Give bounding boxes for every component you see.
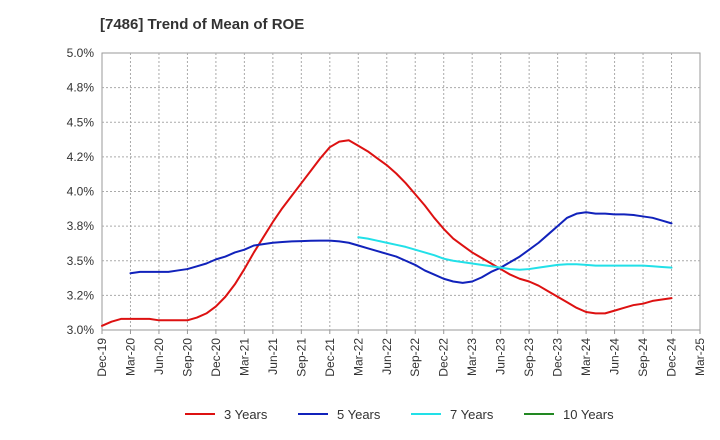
- x-tick-label: Jun-23: [494, 338, 508, 375]
- x-tick-label: Dec-20: [209, 338, 223, 377]
- x-tick-label: Jun-21: [266, 338, 280, 375]
- y-tick-label: 4.8%: [67, 81, 95, 95]
- x-tick-label: Dec-23: [551, 338, 565, 377]
- x-tick-label: Mar-23: [465, 338, 479, 376]
- x-tick-label: Sep-22: [408, 338, 422, 377]
- y-tick-label: 5.0%: [67, 46, 95, 60]
- legend-label: 7 Years: [450, 407, 494, 422]
- x-tick-label: Mar-20: [123, 338, 137, 376]
- y-tick-label: 4.0%: [67, 185, 95, 199]
- x-tick-label: Sep-20: [180, 338, 194, 377]
- x-tick-label: Jun-20: [152, 338, 166, 375]
- y-tick-label: 3.5%: [67, 254, 95, 268]
- legend-label: 10 Years: [563, 407, 614, 422]
- series-line-2: [129, 211, 673, 284]
- legend-label: 5 Years: [337, 407, 381, 422]
- legend-label: 3 Years: [224, 407, 268, 422]
- x-tick-label: Dec-24: [665, 338, 679, 377]
- y-axis: 3.0% 3.2% 3.5% 3.8% 4.0% 4.2% 4.5% 4.8% 5.0%: [67, 46, 95, 337]
- x-tick-label: Sep-21: [294, 338, 308, 377]
- x-tick-label: Dec-19: [95, 338, 109, 377]
- x-tick-label: Dec-21: [323, 338, 337, 377]
- x-tick-label: Jun-24: [608, 338, 622, 375]
- y-tick-label: 4.5%: [67, 115, 95, 129]
- x-tick-label: Sep-23: [522, 338, 536, 377]
- series-group: [101, 139, 673, 327]
- legend: 3 Years 5 Years 7 Years 10 Years: [185, 407, 614, 422]
- y-tick-label: 3.2%: [67, 288, 95, 302]
- y-tick-label: 3.8%: [67, 219, 95, 233]
- plot-area: [101, 52, 701, 331]
- x-axis: Dec-19 Mar-20 Jun-20 Sep-20 Dec-20 Mar-21 Jun-…: [95, 330, 707, 377]
- series-line-3: [357, 236, 673, 271]
- x-tick-label: Dec-22: [437, 338, 451, 377]
- chart-title: [7486] Trend of Mean of ROE: [100, 16, 304, 33]
- series-line-1: [101, 139, 673, 327]
- y-tick-label: 3.0%: [67, 323, 95, 337]
- x-tick-label: Jun-22: [380, 338, 394, 375]
- x-tick-label: Mar-25: [693, 338, 707, 376]
- x-tick-label: Mar-22: [351, 338, 365, 376]
- y-tick-label: 4.2%: [67, 150, 95, 164]
- x-tick-label: Mar-21: [237, 338, 251, 376]
- x-tick-label: Mar-24: [579, 338, 593, 376]
- x-tick-label: Sep-24: [636, 338, 650, 377]
